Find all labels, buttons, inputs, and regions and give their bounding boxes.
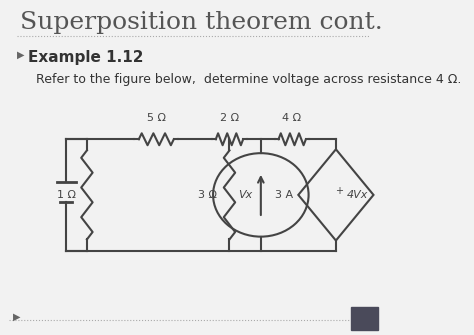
Text: Superposition theorem cont.: Superposition theorem cont.: [20, 11, 383, 35]
Text: 4 Ω: 4 Ω: [282, 113, 301, 123]
Text: ▶: ▶: [13, 312, 20, 322]
Text: Example 1.12: Example 1.12: [28, 50, 144, 65]
Bar: [351, 307, 378, 330]
Text: 5 Ω: 5 Ω: [146, 113, 165, 123]
Text: +: +: [335, 186, 343, 196]
Text: Refer to the figure below,  determine voltage across resistance 4 Ω.: Refer to the figure below, determine vol…: [36, 73, 461, 86]
Text: 3 A: 3 A: [275, 190, 293, 200]
Text: ▶: ▶: [17, 50, 24, 60]
Text: 1 Ω: 1 Ω: [56, 190, 75, 200]
Text: Vx: Vx: [238, 190, 252, 200]
Text: 3 Ω: 3 Ω: [198, 190, 217, 200]
Text: 4Vx: 4Vx: [346, 190, 368, 200]
Text: 2 Ω: 2 Ω: [219, 113, 238, 123]
